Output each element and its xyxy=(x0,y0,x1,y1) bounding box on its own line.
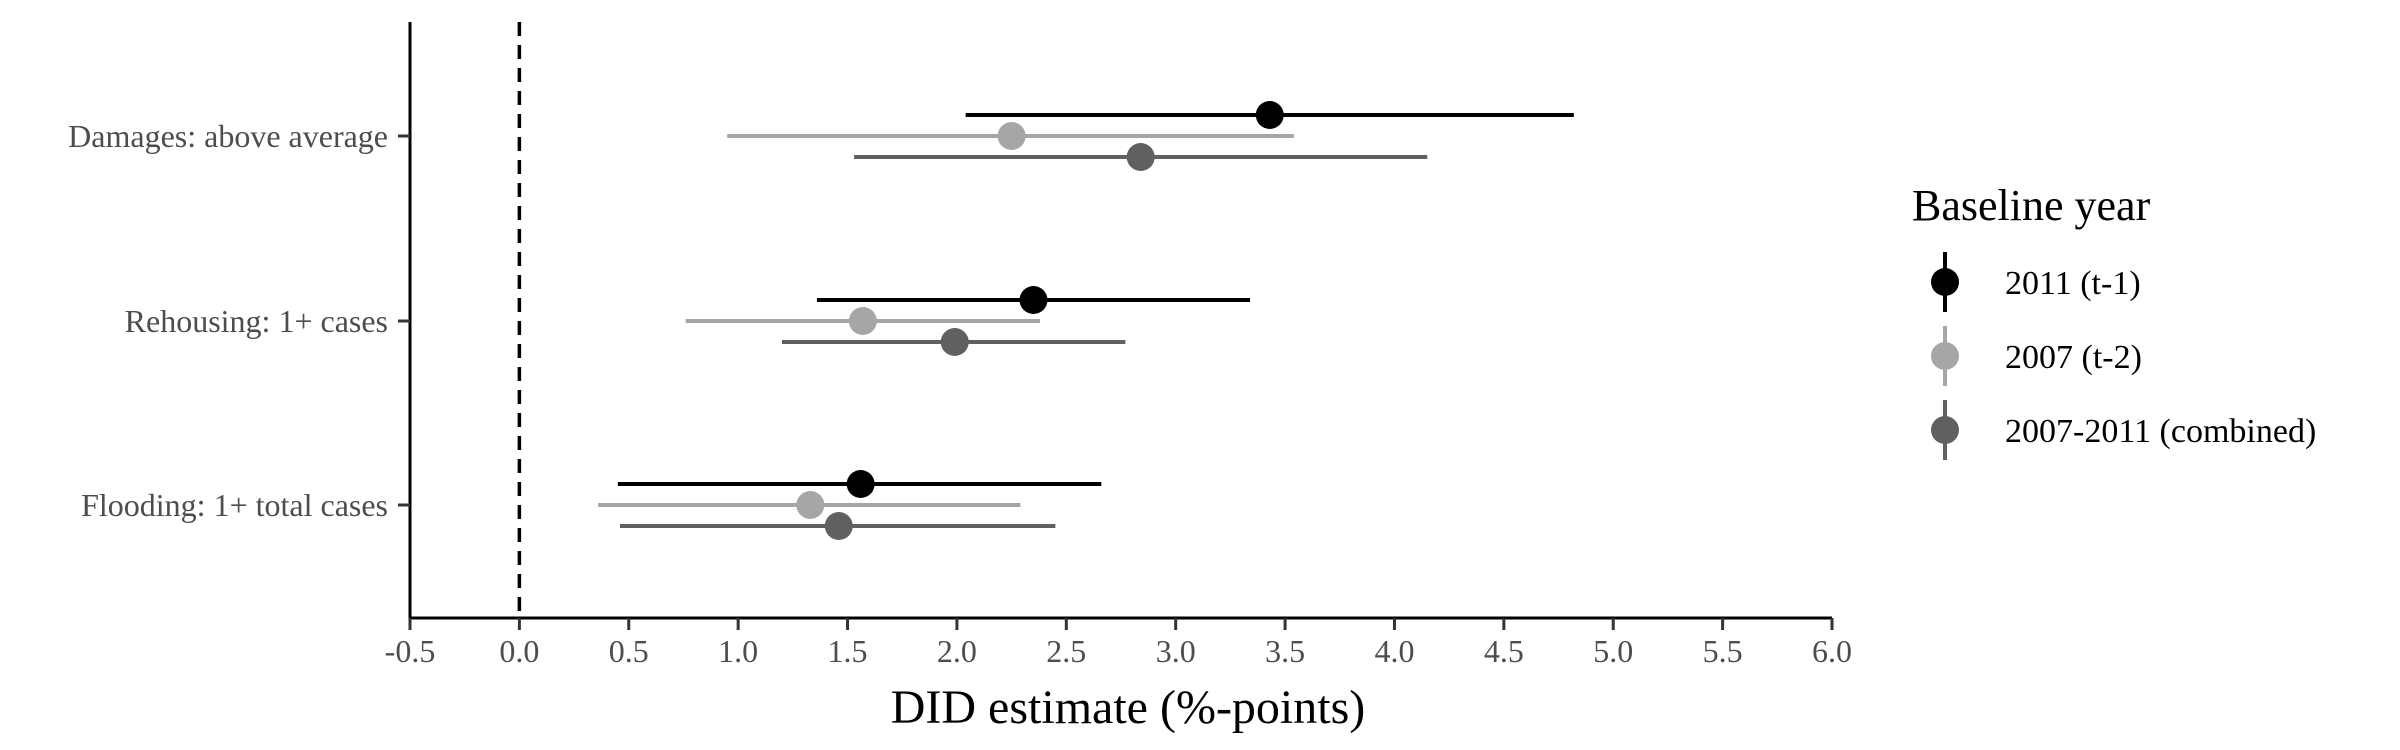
x-tick-label: 2.0 xyxy=(937,633,977,669)
point-estimate xyxy=(846,470,875,498)
x-tick-label: 4.0 xyxy=(1374,633,1414,669)
x-tick-label: 1.5 xyxy=(828,633,868,669)
axes: -0.5 0.0 0.5 1.0 1.5 2.0 2.5 3.0 3.5 4.0 4.5 5.0 5.5… xyxy=(68,22,1852,669)
legend-key-dot xyxy=(1931,342,1959,370)
legend: Baseline year 2011 (t-1) 2007 (t-2) 2007-2… xyxy=(1912,181,2316,460)
x-tick-label: 0.0 xyxy=(499,633,539,669)
point-estimate xyxy=(1126,143,1155,171)
point-estimate xyxy=(848,307,877,335)
x-tick-label: 1.0 xyxy=(718,633,758,669)
y-category-label: Rehousing: 1+ cases xyxy=(125,303,388,339)
legend-label: 2011 (t-1) xyxy=(2005,265,2141,302)
x-tick-label: 6.0 xyxy=(1812,633,1852,669)
legend-label: 2007-2011 (combined) xyxy=(2005,413,2316,450)
x-tick-label: 2.5 xyxy=(1046,633,1086,669)
point-estimate xyxy=(796,491,825,519)
point-estimate xyxy=(1019,286,1048,314)
x-tick-label: 5.5 xyxy=(1703,633,1743,669)
point-estimate xyxy=(1255,101,1284,129)
y-category-label: Flooding: 1+ total cases xyxy=(81,487,388,523)
legend-key-dot xyxy=(1931,268,1959,296)
point-estimate xyxy=(940,328,969,356)
x-tick-label: 3.0 xyxy=(1156,633,1196,669)
x-tick-label: 0.5 xyxy=(609,633,649,669)
x-tick-label: 4.5 xyxy=(1484,633,1524,669)
x-tick-label: -0.5 xyxy=(385,633,436,669)
legend-title: Baseline year xyxy=(1912,181,2151,230)
legend-label: 2007 (t-2) xyxy=(2005,339,2142,376)
x-tick-label: 3.5 xyxy=(1265,633,1305,669)
x-tick-label: 5.0 xyxy=(1593,633,1633,669)
x-axis-title: DID estimate (%-points) xyxy=(891,681,1366,734)
legend-key-dot xyxy=(1931,416,1959,444)
point-estimate xyxy=(997,122,1026,150)
plot-area xyxy=(517,22,1574,618)
y-category-label: Damages: above average xyxy=(68,118,388,154)
point-estimate xyxy=(824,512,853,540)
